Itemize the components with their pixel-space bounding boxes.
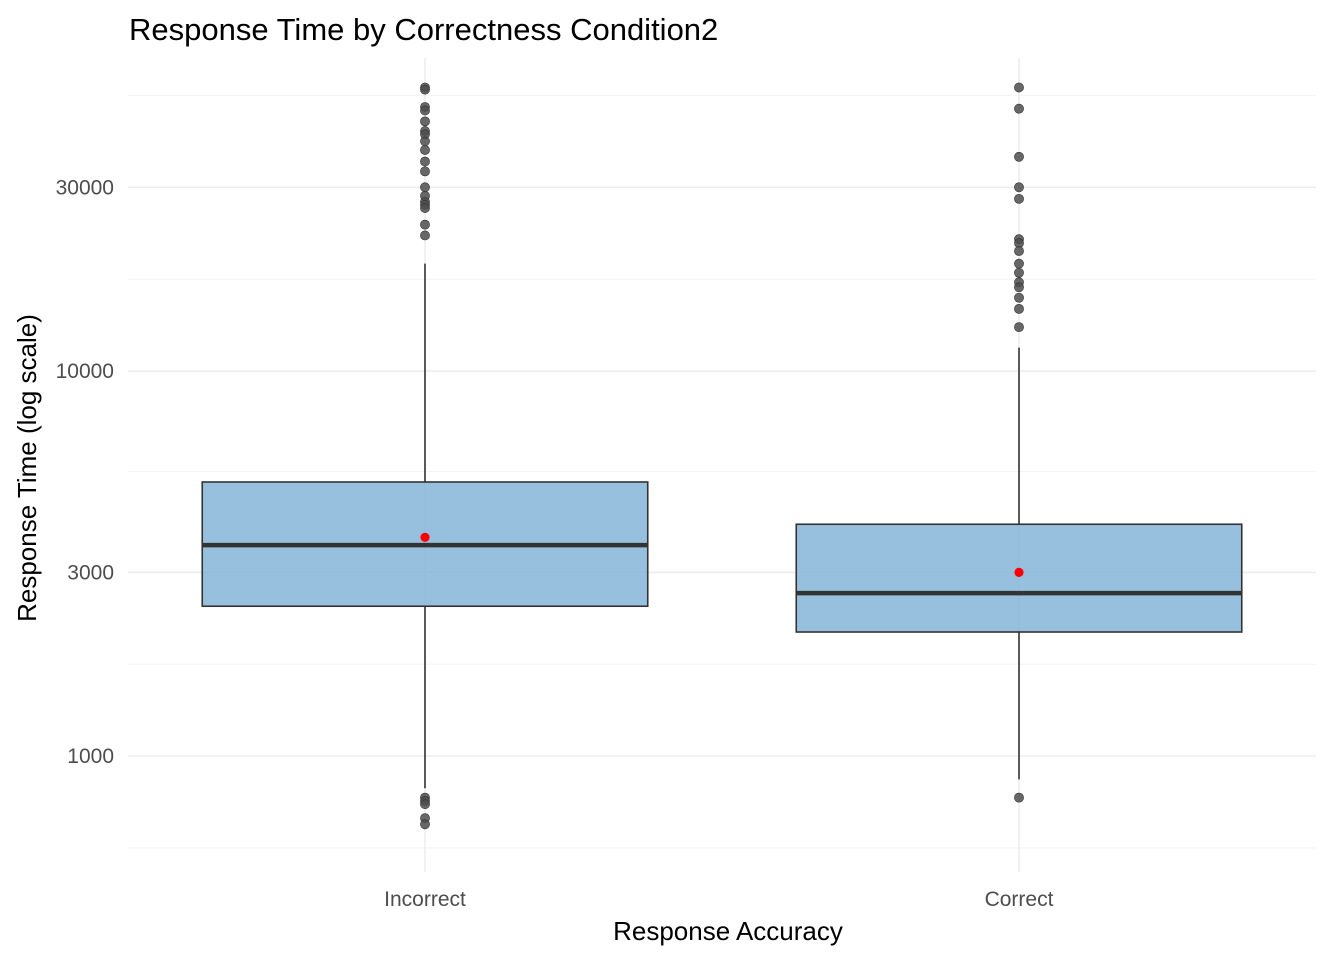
chart-title: Response Time by Correctness Condition2: [129, 12, 718, 47]
boxes-layer: [201, 82, 1243, 830]
y-axis-ticks: 1000 3000 10000 30000: [56, 176, 114, 768]
outlier-point: [1014, 792, 1024, 803]
outlier-point: [1014, 267, 1024, 278]
outlier-point: [420, 819, 430, 830]
iqr-box: [795, 523, 1243, 633]
outlier-point: [420, 116, 430, 127]
mean-point: [1014, 567, 1024, 577]
x-tick-label: Incorrect: [384, 888, 466, 911]
outlier-point: [420, 203, 430, 213]
outlier-point: [1014, 282, 1024, 293]
outlier-point: [1014, 182, 1024, 193]
outlier-point: [420, 219, 430, 230]
outlier-point: [420, 230, 430, 241]
outlier-point: [420, 166, 430, 177]
outlier-point: [420, 145, 430, 155]
grid-lines: [128, 58, 1316, 872]
outlier-point: [1014, 303, 1024, 314]
outlier-point: [420, 105, 430, 116]
outlier-point: [420, 84, 430, 95]
outlier-point: [1014, 246, 1024, 256]
outlier-point: [1014, 258, 1024, 269]
x-axis-ticks: Incorrect Correct: [384, 888, 1053, 911]
y-tick-label: 1000: [67, 745, 114, 768]
outlier-point: [1014, 151, 1024, 162]
outlier-point: [1014, 103, 1024, 114]
outlier-point: [420, 182, 430, 193]
y-tick-label: 10000: [56, 360, 114, 383]
outlier-point: [420, 156, 430, 167]
mean-point: [420, 532, 430, 542]
outlier-point: [1014, 292, 1024, 303]
y-tick-label: 30000: [56, 176, 114, 199]
x-tick-label: Correct: [985, 888, 1054, 911]
y-axis-title: Response Time (log scale): [12, 314, 42, 622]
outlier-point: [420, 136, 430, 147]
x-axis-title: Response Accuracy: [613, 916, 843, 946]
outlier-point: [1014, 322, 1024, 333]
y-tick-label: 3000: [67, 561, 114, 584]
box-group: [201, 82, 649, 830]
box-group: [795, 82, 1243, 803]
outlier-point: [1014, 193, 1024, 204]
outlier-point: [420, 799, 430, 810]
outlier-point: [1014, 82, 1024, 93]
